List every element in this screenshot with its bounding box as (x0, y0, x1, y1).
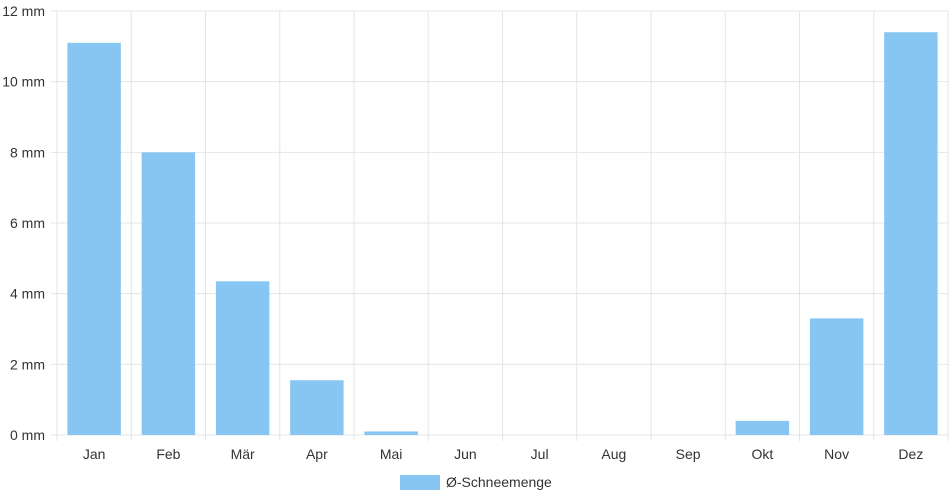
y-tick-label: 10 mm (2, 74, 45, 90)
x-tick-label: Feb (156, 446, 180, 462)
x-tick-label: Sep (676, 446, 701, 462)
x-tick-label: Nov (824, 446, 849, 462)
axis-labels: 0 mm 2 mm 4 mm 6 mm 8 mm 10 mm 12 mm Jan Feb Mär A… (2, 3, 923, 462)
x-tick-label: Jan (83, 446, 106, 462)
bar-Apr[interactable] (290, 380, 344, 435)
x-tick-label: Jun (454, 446, 477, 462)
x-tick-label: Okt (751, 446, 773, 462)
y-tick-label: 0 mm (10, 427, 45, 443)
y-tick-label: 6 mm (10, 215, 45, 231)
x-tick-label: Jul (531, 446, 549, 462)
bar-Feb[interactable] (141, 152, 196, 436)
y-tick-label: 12 mm (2, 3, 45, 19)
x-tick-label: Mär (231, 446, 255, 462)
x-tick-label: Mai (380, 446, 403, 462)
x-tick-label: Apr (306, 446, 328, 462)
bar-Jan[interactable] (67, 42, 121, 436)
grid-lines (51, 10, 949, 441)
y-tick-label: 2 mm (10, 356, 45, 372)
legend-swatch[interactable] (400, 475, 440, 490)
bar-Mär[interactable] (215, 281, 270, 435)
bars (67, 32, 938, 436)
legend[interactable]: Ø-Schneemenge (400, 474, 552, 490)
y-tick-label: 4 mm (10, 286, 45, 302)
bar-Nov[interactable] (809, 318, 864, 435)
bar-Okt[interactable] (735, 420, 790, 435)
bar-Dez[interactable] (884, 32, 938, 435)
x-tick-label: Aug (601, 446, 626, 462)
y-tick-label: 8 mm (10, 144, 45, 160)
bar-Mai[interactable] (364, 431, 418, 435)
legend-label[interactable]: Ø-Schneemenge (446, 474, 552, 490)
x-tick-label: Dez (898, 446, 923, 462)
